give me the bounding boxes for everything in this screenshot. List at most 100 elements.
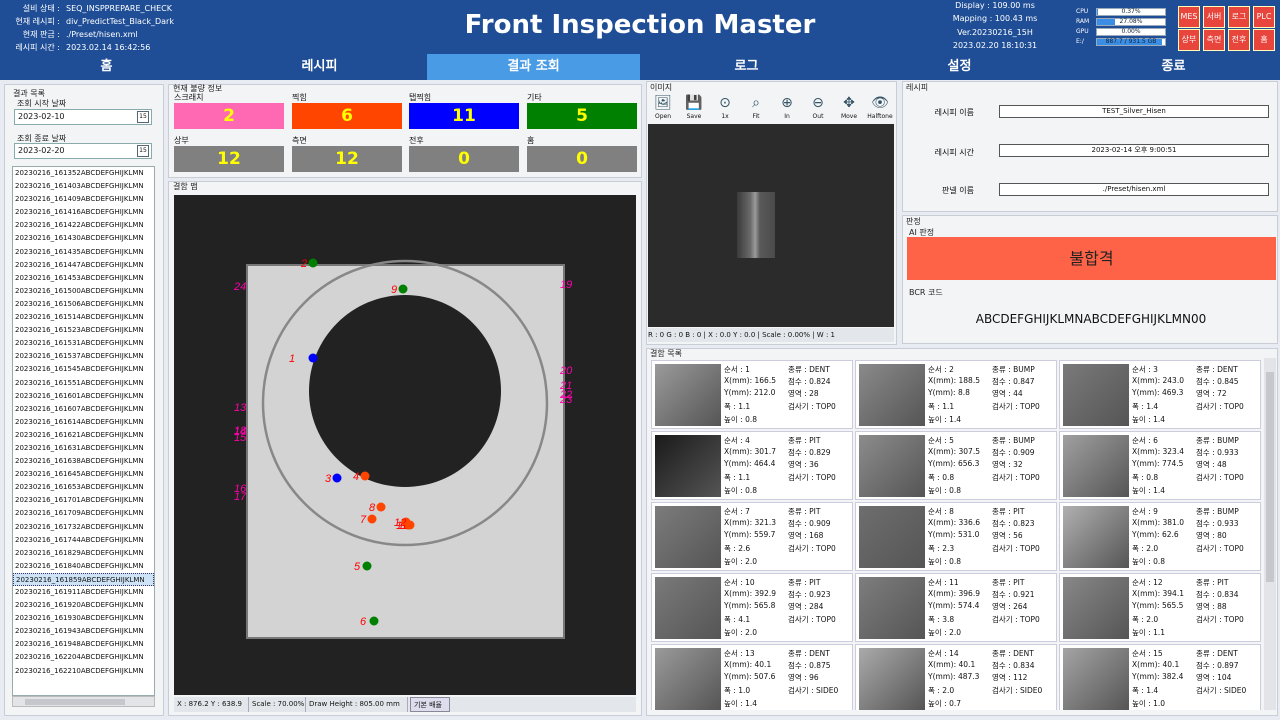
list-item[interactable]: 20230216_161435ABCDEFGHIJKLMN [15,247,144,256]
tab-home[interactable]: 홈 [100,59,113,74]
defect-marker[interactable] [308,353,318,363]
list-item[interactable]: 20230216_161709ABCDEFGHIJKLMN [15,509,144,518]
defect-grid-scrollbar[interactable] [1264,358,1276,710]
defect-marker[interactable] [360,471,370,481]
defect-map[interactable]: 123456789101112131415161718192021222324 [174,195,636,695]
list-item[interactable]: 20230216_161500ABCDEFGHIJKLMN [15,286,144,295]
list-item[interactable]: 20230216_161607ABCDEFGHIJKLMN [15,404,144,413]
start-date-field[interactable]: 2023-02-10 15 [14,109,152,125]
tool-in-button[interactable]: ⊕ In [772,93,802,124]
list-item[interactable]: 20230216_161422ABCDEFGHIJKLMN [15,221,144,230]
tool-1x-button[interactable]: ⊙ 1x [710,93,740,124]
image-viewer[interactable] [648,124,894,327]
list-item[interactable]: 20230216_161506ABCDEFGHIJKLMN [15,299,144,308]
list-item[interactable]: 20230216_161601ABCDEFGHIJKLMN [15,391,144,400]
top-button[interactable]: 상부 [1178,29,1200,51]
tool-out-button[interactable]: ⊖ Out [803,93,833,124]
defect-card[interactable]: 순서 : 6 종류 : BUMP X(mm): 323.4 점수 : 0.933 Y(m… [1059,431,1261,500]
tab-result-search[interactable]: 결과 조회 [427,54,640,80]
defect-card[interactable]: 순서 : 13 종류 : DENT X(mm): 40.1 점수 : 0.875 Y(m… [651,644,853,710]
list-item[interactable]: 20230216_161447ABCDEFGHIJKLMN [15,260,144,269]
calendar-icon[interactable]: 15 [137,111,149,123]
list-item[interactable]: 20230216_161859ABCDEFGHIJKLMN [13,572,154,586]
list-item[interactable]: 20230216_161614ABCDEFGHIJKLMN [15,417,144,426]
defect-card[interactable]: 순서 : 9 종류 : BUMP X(mm): 381.0 점수 : 0.933 Y(m… [1059,502,1261,571]
defect-marker[interactable] [367,514,377,524]
defect-marker[interactable] [401,517,411,527]
list-item[interactable]: 20230216_161352ABCDEFGHIJKLMN [15,169,144,177]
groove-button[interactable]: 홈 [1253,29,1275,51]
list-item[interactable]: 20230216_161638ABCDEFGHIJKLMN [15,457,144,466]
defect-card[interactable]: 순서 : 4 종류 : PIT X(mm): 301.7 점수 : 0.829 Y(mm… [651,431,853,500]
defect-card[interactable]: 순서 : 12 종류 : PIT X(mm): 394.1 점수 : 0.834 Y(m… [1059,573,1261,642]
tab-log[interactable]: 로그 [734,59,759,74]
list-item[interactable]: 20230216_161911ABCDEFGHIJKLMN [15,588,144,596]
defect-marker[interactable] [332,473,342,483]
calendar-icon[interactable]: 15 [137,145,149,157]
plc-button[interactable]: PLC [1253,6,1275,28]
server-button[interactable]: 서버 [1203,6,1225,28]
defect-card[interactable]: 순서 : 1 종류 : DENT X(mm): 166.5 점수 : 0.824 Y(m… [651,360,853,429]
defect-card[interactable]: 순서 : 15 종류 : DENT X(mm): 40.1 점수 : 0.897 Y(m… [1059,644,1261,710]
list-item[interactable]: 20230216_161732ABCDEFGHIJKLMN [15,522,144,531]
list-item[interactable]: 20230216_161744ABCDEFGHIJKLMN [15,535,144,544]
scrollbar-thumb[interactable] [1266,372,1274,582]
mes-button[interactable]: MES [1178,6,1200,28]
defect-marker[interactable] [369,616,379,626]
list-item[interactable]: 20230216_161930ABCDEFGHIJKLMN [15,614,144,623]
front-back-button[interactable]: 전후 [1228,29,1250,51]
list-item[interactable]: 20230216_161943ABCDEFGHIJKLMN [15,627,144,636]
list-item[interactable]: 20230216_162204ABCDEFGHIJKLMN [15,653,144,662]
list-item[interactable]: 20230216_161551ABCDEFGHIJKLMN [15,378,144,387]
list-item[interactable]: 20230216_161829ABCDEFGHIJKLMN [15,548,144,557]
tab-exit[interactable]: 종료 [1161,59,1186,74]
list-item[interactable]: 20230216_161840ABCDEFGHIJKLMN [15,561,144,570]
list-item[interactable]: 20230216_161523ABCDEFGHIJKLMN [15,326,144,335]
result-list[interactable]: 20230216_161352ABCDEFGHIJKLMN 20230216_16… [12,166,155,696]
tool-save-button[interactable]: 💾 Save [679,93,709,124]
defect-card[interactable]: 순서 : 11 종류 : PIT X(mm): 396.9 점수 : 0.921 Y(m… [855,573,1057,642]
list-item[interactable]: 20230216_161514ABCDEFGHIJKLMN [15,313,144,322]
reset-zoom-button[interactable]: 기본 배율 [410,697,450,712]
list-item[interactable]: 20230216_161645ABCDEFGHIJKLMN [15,470,144,479]
list-item[interactable]: 20230216_161430ABCDEFGHIJKLMN [15,234,144,243]
scrollbar-thumb[interactable] [25,699,125,705]
defect-card[interactable]: 순서 : 2 종류 : BUMP X(mm): 188.5 점수 : 0.847 Y(m… [855,360,1057,429]
defect-marker[interactable] [398,284,408,294]
list-item[interactable]: 20230216_161537ABCDEFGHIJKLMN [15,352,144,361]
list-item[interactable]: 20230216_161631ABCDEFGHIJKLMN [15,443,144,452]
tab-settings[interactable]: 설정 [947,59,972,74]
list-item[interactable]: 20230216_161531ABCDEFGHIJKLMN [15,339,144,348]
log-button[interactable]: 로그 [1228,6,1250,28]
defect-marker-label: 24 [233,281,246,293]
tool-open-button[interactable]: 🖼 Open [648,93,678,124]
defect-card[interactable]: 순서 : 3 종류 : DENT X(mm): 243.0 점수 : 0.845 Y(m… [1059,360,1261,429]
side-button[interactable]: 측면 [1203,29,1225,51]
end-date-field[interactable]: 2023-02-20 15 [14,143,152,159]
defect-card[interactable]: 순서 : 10 종류 : PIT X(mm): 392.9 점수 : 0.923 Y(m… [651,573,853,642]
list-item[interactable]: 20230216_161403ABCDEFGHIJKLMN [15,182,144,191]
list-item[interactable]: 20230216_161416ABCDEFGHIJKLMN [15,208,144,217]
defect-marker[interactable] [308,258,318,268]
list-item[interactable]: 20230216_162210ABCDEFGHIJKLMN [15,666,144,675]
defect-marker[interactable] [362,561,372,571]
list-item[interactable]: 20230216_161409ABCDEFGHIJKLMN [15,195,144,204]
tab-recipe[interactable]: 레시피 [301,59,338,74]
defect-card[interactable]: 순서 : 14 종류 : DENT X(mm): 40.1 점수 : 0.834 Y(m… [855,644,1057,710]
tool-halftone-button[interactable]: 👁 Halftone [865,93,895,124]
defect-card[interactable]: 순서 : 5 종류 : BUMP X(mm): 307.5 점수 : 0.909 Y(m… [855,431,1057,500]
list-item[interactable]: 20230216_161701ABCDEFGHIJKLMN [15,496,144,505]
list-item[interactable]: 20230216_161545ABCDEFGHIJKLMN [15,365,144,374]
defect-marker[interactable] [376,502,386,512]
tool-fit-button[interactable]: ⌕ Fit [741,93,771,124]
defect-card[interactable]: 순서 : 7 종류 : PIT X(mm): 321.3 점수 : 0.909 Y(mm… [651,502,853,571]
list-item[interactable]: 20230216_161621ABCDEFGHIJKLMN [15,430,144,439]
defect-card[interactable]: 순서 : 8 종류 : PIT X(mm): 336.6 점수 : 0.823 Y(mm… [855,502,1057,571]
list-item[interactable]: 20230216_161948ABCDEFGHIJKLMN [15,640,144,649]
list-h-scrollbar[interactable] [12,696,155,707]
list-item[interactable]: 20230216_161453ABCDEFGHIJKLMN [15,273,144,282]
list-item[interactable]: 20230216_161653ABCDEFGHIJKLMN [15,483,144,492]
tool-move-button[interactable]: ✥ Move [834,93,864,124]
list-item[interactable]: 20230216_161920ABCDEFGHIJKLMN [15,601,144,610]
defect-grid[interactable]: 순서 : 1 종류 : DENT X(mm): 166.5 점수 : 0.824 Y(m… [648,358,1264,710]
